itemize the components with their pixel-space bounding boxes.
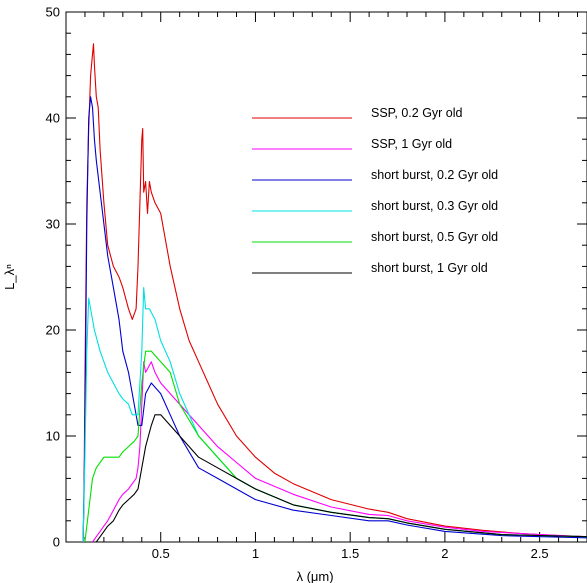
series-line — [92, 361, 587, 542]
y-tick-label: 50 — [46, 5, 60, 20]
legend: SSP, 0.2 Gyr old SSP, 1 Gyr old short burs… — [252, 106, 498, 275]
legend-label: short burst, 1 Gyr old — [371, 261, 488, 275]
legend-label: short burst, 0.2 Gyr old — [371, 168, 498, 182]
plot-frame — [65, 11, 587, 543]
y-tick-label: 40 — [46, 111, 60, 126]
legend-label: SSP, 0.2 Gyr old — [371, 106, 463, 120]
x-tick-label: 1.5 — [341, 546, 359, 561]
series-line — [82, 43, 587, 542]
axis-ticks: 0.5 1 1.5 2 2.5 0 10 20 30 40 50 — [46, 5, 587, 561]
y-tick-label: 20 — [46, 323, 60, 338]
series-line — [95, 414, 587, 542]
x-tick-label: 2 — [441, 546, 448, 561]
x-tick-label: 1 — [252, 546, 259, 561]
x-axis-label: λ (μm) — [296, 569, 333, 583]
legend-label: short burst, 0.5 Gyr old — [371, 230, 498, 244]
series-lines — [82, 43, 587, 542]
x-tick-label: 2.5 — [531, 546, 549, 561]
legend-label: short burst, 0.3 Gyr old — [371, 199, 498, 213]
y-axis-label: L_λⁿ — [2, 264, 17, 290]
x-tick-label: 0.5 — [152, 546, 170, 561]
series-line — [82, 96, 587, 542]
y-tick-label: 10 — [46, 429, 60, 444]
y-tick-label: 0 — [53, 535, 60, 550]
legend-label: SSP, 1 Gyr old — [371, 137, 452, 151]
y-tick-label: 30 — [46, 217, 60, 232]
